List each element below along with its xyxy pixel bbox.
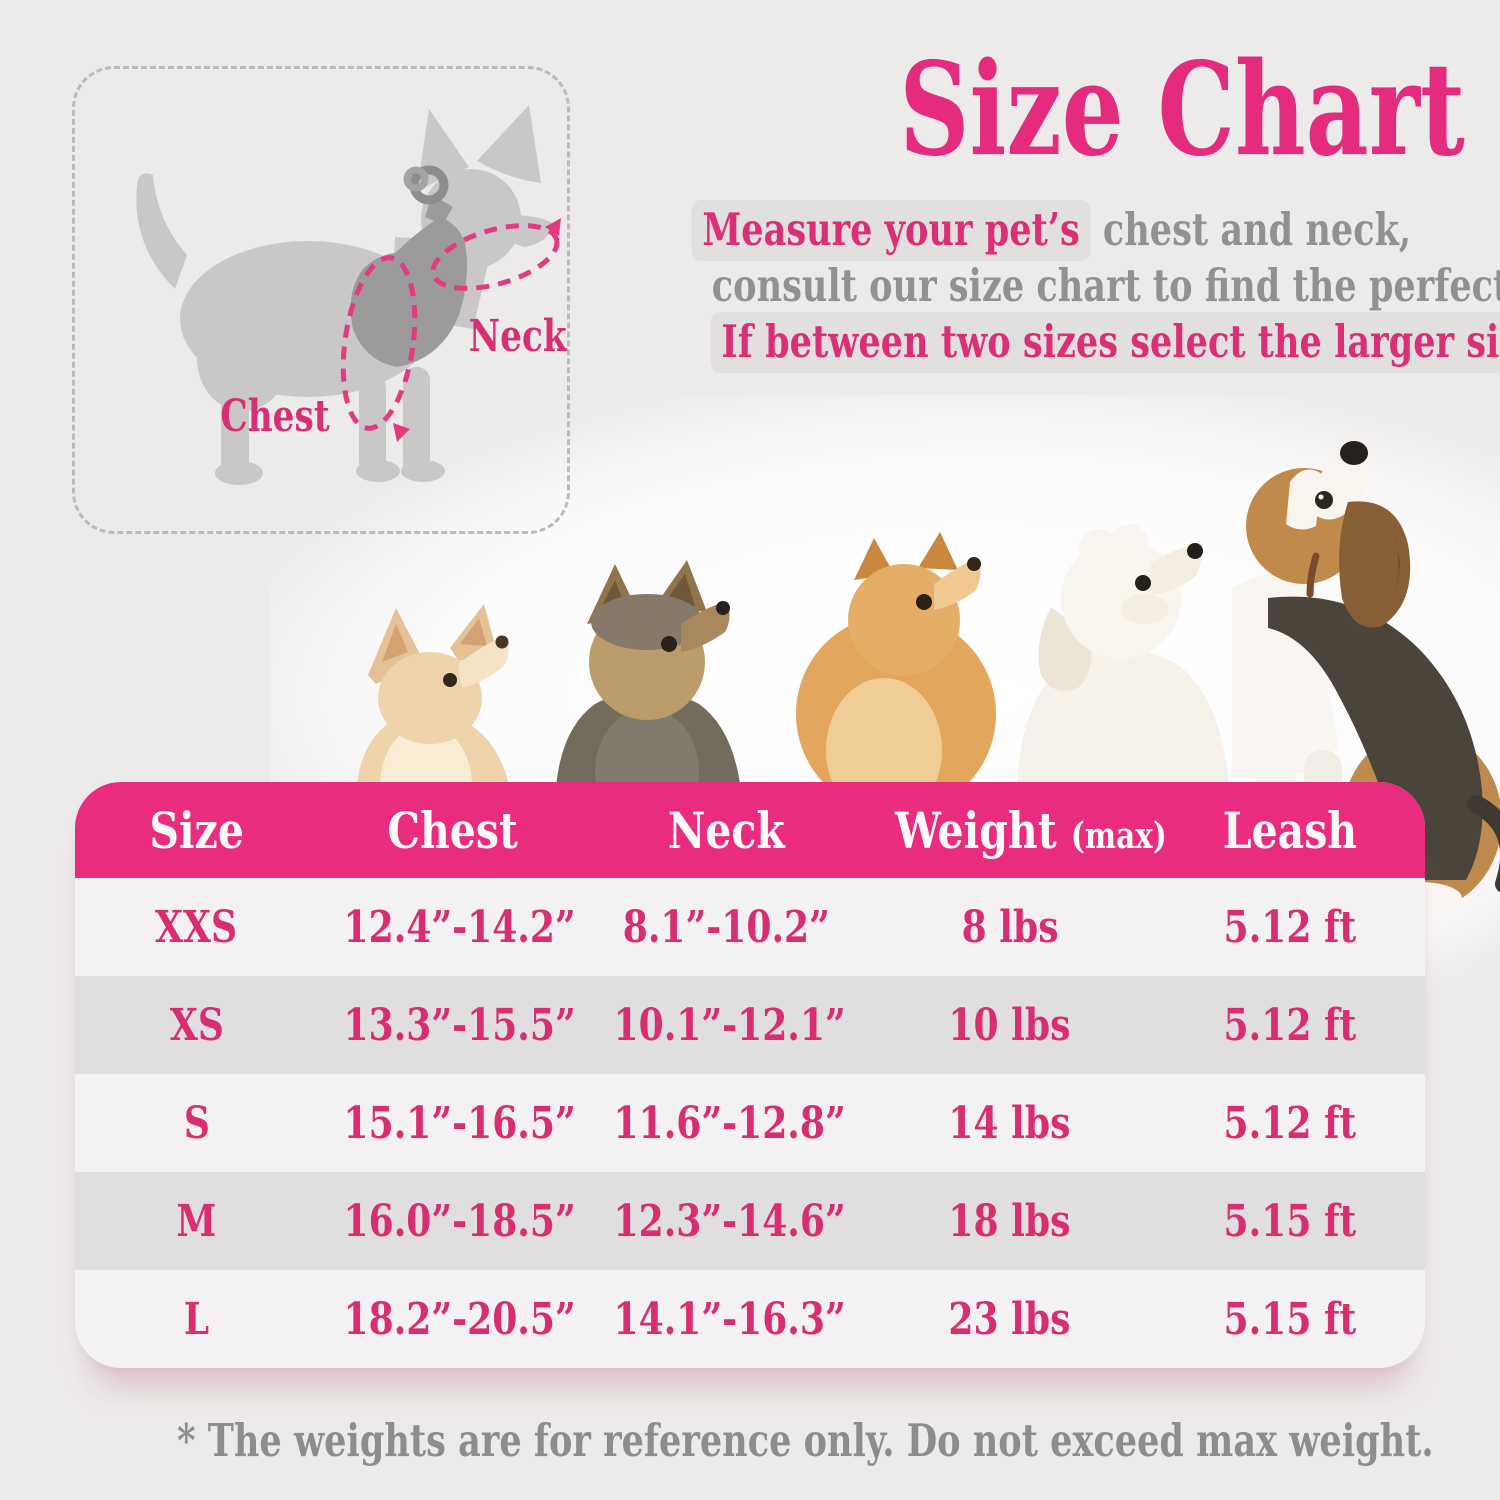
cell-neck: 8.1”-10.2” bbox=[622, 901, 830, 953]
cell-leash: 5.15 ft bbox=[1223, 1195, 1357, 1247]
header-leash: Leash bbox=[1222, 800, 1358, 860]
cell-weight: 23 lbs bbox=[948, 1293, 1071, 1345]
header-chest: Chest bbox=[387, 800, 519, 860]
cell-neck: 10.1”-12.1” bbox=[613, 999, 846, 1051]
cell-weight: 14 lbs bbox=[948, 1097, 1071, 1149]
cell-leash: 5.12 ft bbox=[1223, 901, 1357, 953]
intro-line-3: If between two sizes select the larger s… bbox=[590, 312, 1500, 373]
yorkshire-terrier-illustration bbox=[554, 560, 743, 820]
maltese-illustration bbox=[1016, 524, 1231, 821]
cell-chest: 12.4”-14.2” bbox=[343, 901, 576, 953]
header-weight: Weight (max) bbox=[894, 800, 1167, 860]
d-ring-small-icon bbox=[403, 166, 429, 192]
header-neck: Neck bbox=[667, 800, 785, 860]
cell-chest: 15.1”-16.5” bbox=[343, 1097, 576, 1149]
cell-weight: 18 lbs bbox=[948, 1195, 1071, 1247]
intro-line-1: Measure your pet’s chest and neck, bbox=[590, 200, 1470, 261]
cell-leash: 5.15 ft bbox=[1223, 1293, 1357, 1345]
cell-size: XS bbox=[169, 999, 224, 1051]
size-table: Size Chest Neck Weight (max) Leash XXS 1… bbox=[75, 782, 1425, 1368]
header-size: Size bbox=[149, 800, 244, 860]
cell-chest: 16.0”-18.5” bbox=[343, 1195, 576, 1247]
cell-weight: 8 lbs bbox=[961, 901, 1059, 953]
cell-neck: 11.6”-12.8” bbox=[613, 1097, 846, 1149]
cell-chest: 18.2”-20.5” bbox=[343, 1293, 576, 1345]
chest-label: Chest bbox=[220, 391, 330, 442]
table-header-row: Size Chest Neck Weight (max) Leash bbox=[75, 782, 1425, 878]
cell-size: XXS bbox=[155, 901, 238, 953]
intro-line-2: consult our size chart to find the perfe… bbox=[711, 259, 1500, 312]
table-row-s: S 15.1”-16.5” 11.6”-12.8” 14 lbs 5.12 ft bbox=[75, 1074, 1425, 1172]
cell-neck: 14.1”-16.3” bbox=[613, 1293, 846, 1345]
measure-loops bbox=[340, 223, 560, 431]
cell-leash: 5.12 ft bbox=[1223, 1097, 1357, 1149]
cell-size: M bbox=[176, 1195, 217, 1247]
cell-leash: 5.12 ft bbox=[1223, 999, 1357, 1051]
page-title: Size Chart bbox=[899, 35, 1465, 185]
harness-dog-illustration bbox=[136, 105, 561, 485]
cell-weight: 10 lbs bbox=[948, 999, 1071, 1051]
neck-label: Neck bbox=[468, 311, 567, 362]
table-row-xxs: XXS 12.4”-14.2” 8.1”-10.2” 8 lbs 5.12 ft bbox=[75, 878, 1425, 976]
intro-text: Measure your pet’s chest and neck, consu… bbox=[590, 200, 1500, 373]
pomeranian-illustration bbox=[796, 532, 996, 820]
table-row-m: M 16.0”-18.5” 12.3”-14.6” 18 lbs 5.15 ft bbox=[75, 1172, 1425, 1270]
table-row-xs: XS 13.3”-15.5” 10.1”-12.1” 10 lbs 5.12 f… bbox=[75, 976, 1425, 1074]
footnote: * The weights are for reference only. Do… bbox=[177, 1414, 1434, 1467]
cell-size: S bbox=[183, 1097, 210, 1149]
cell-chest: 13.3”-15.5” bbox=[343, 999, 576, 1051]
measurement-diagram: Neck Chest bbox=[72, 66, 570, 534]
cell-neck: 12.3”-14.6” bbox=[613, 1195, 846, 1247]
table-row-l: L 18.2”-20.5” 14.1”-16.3” 23 lbs 5.15 ft bbox=[75, 1270, 1425, 1368]
cell-size: L bbox=[183, 1293, 210, 1345]
